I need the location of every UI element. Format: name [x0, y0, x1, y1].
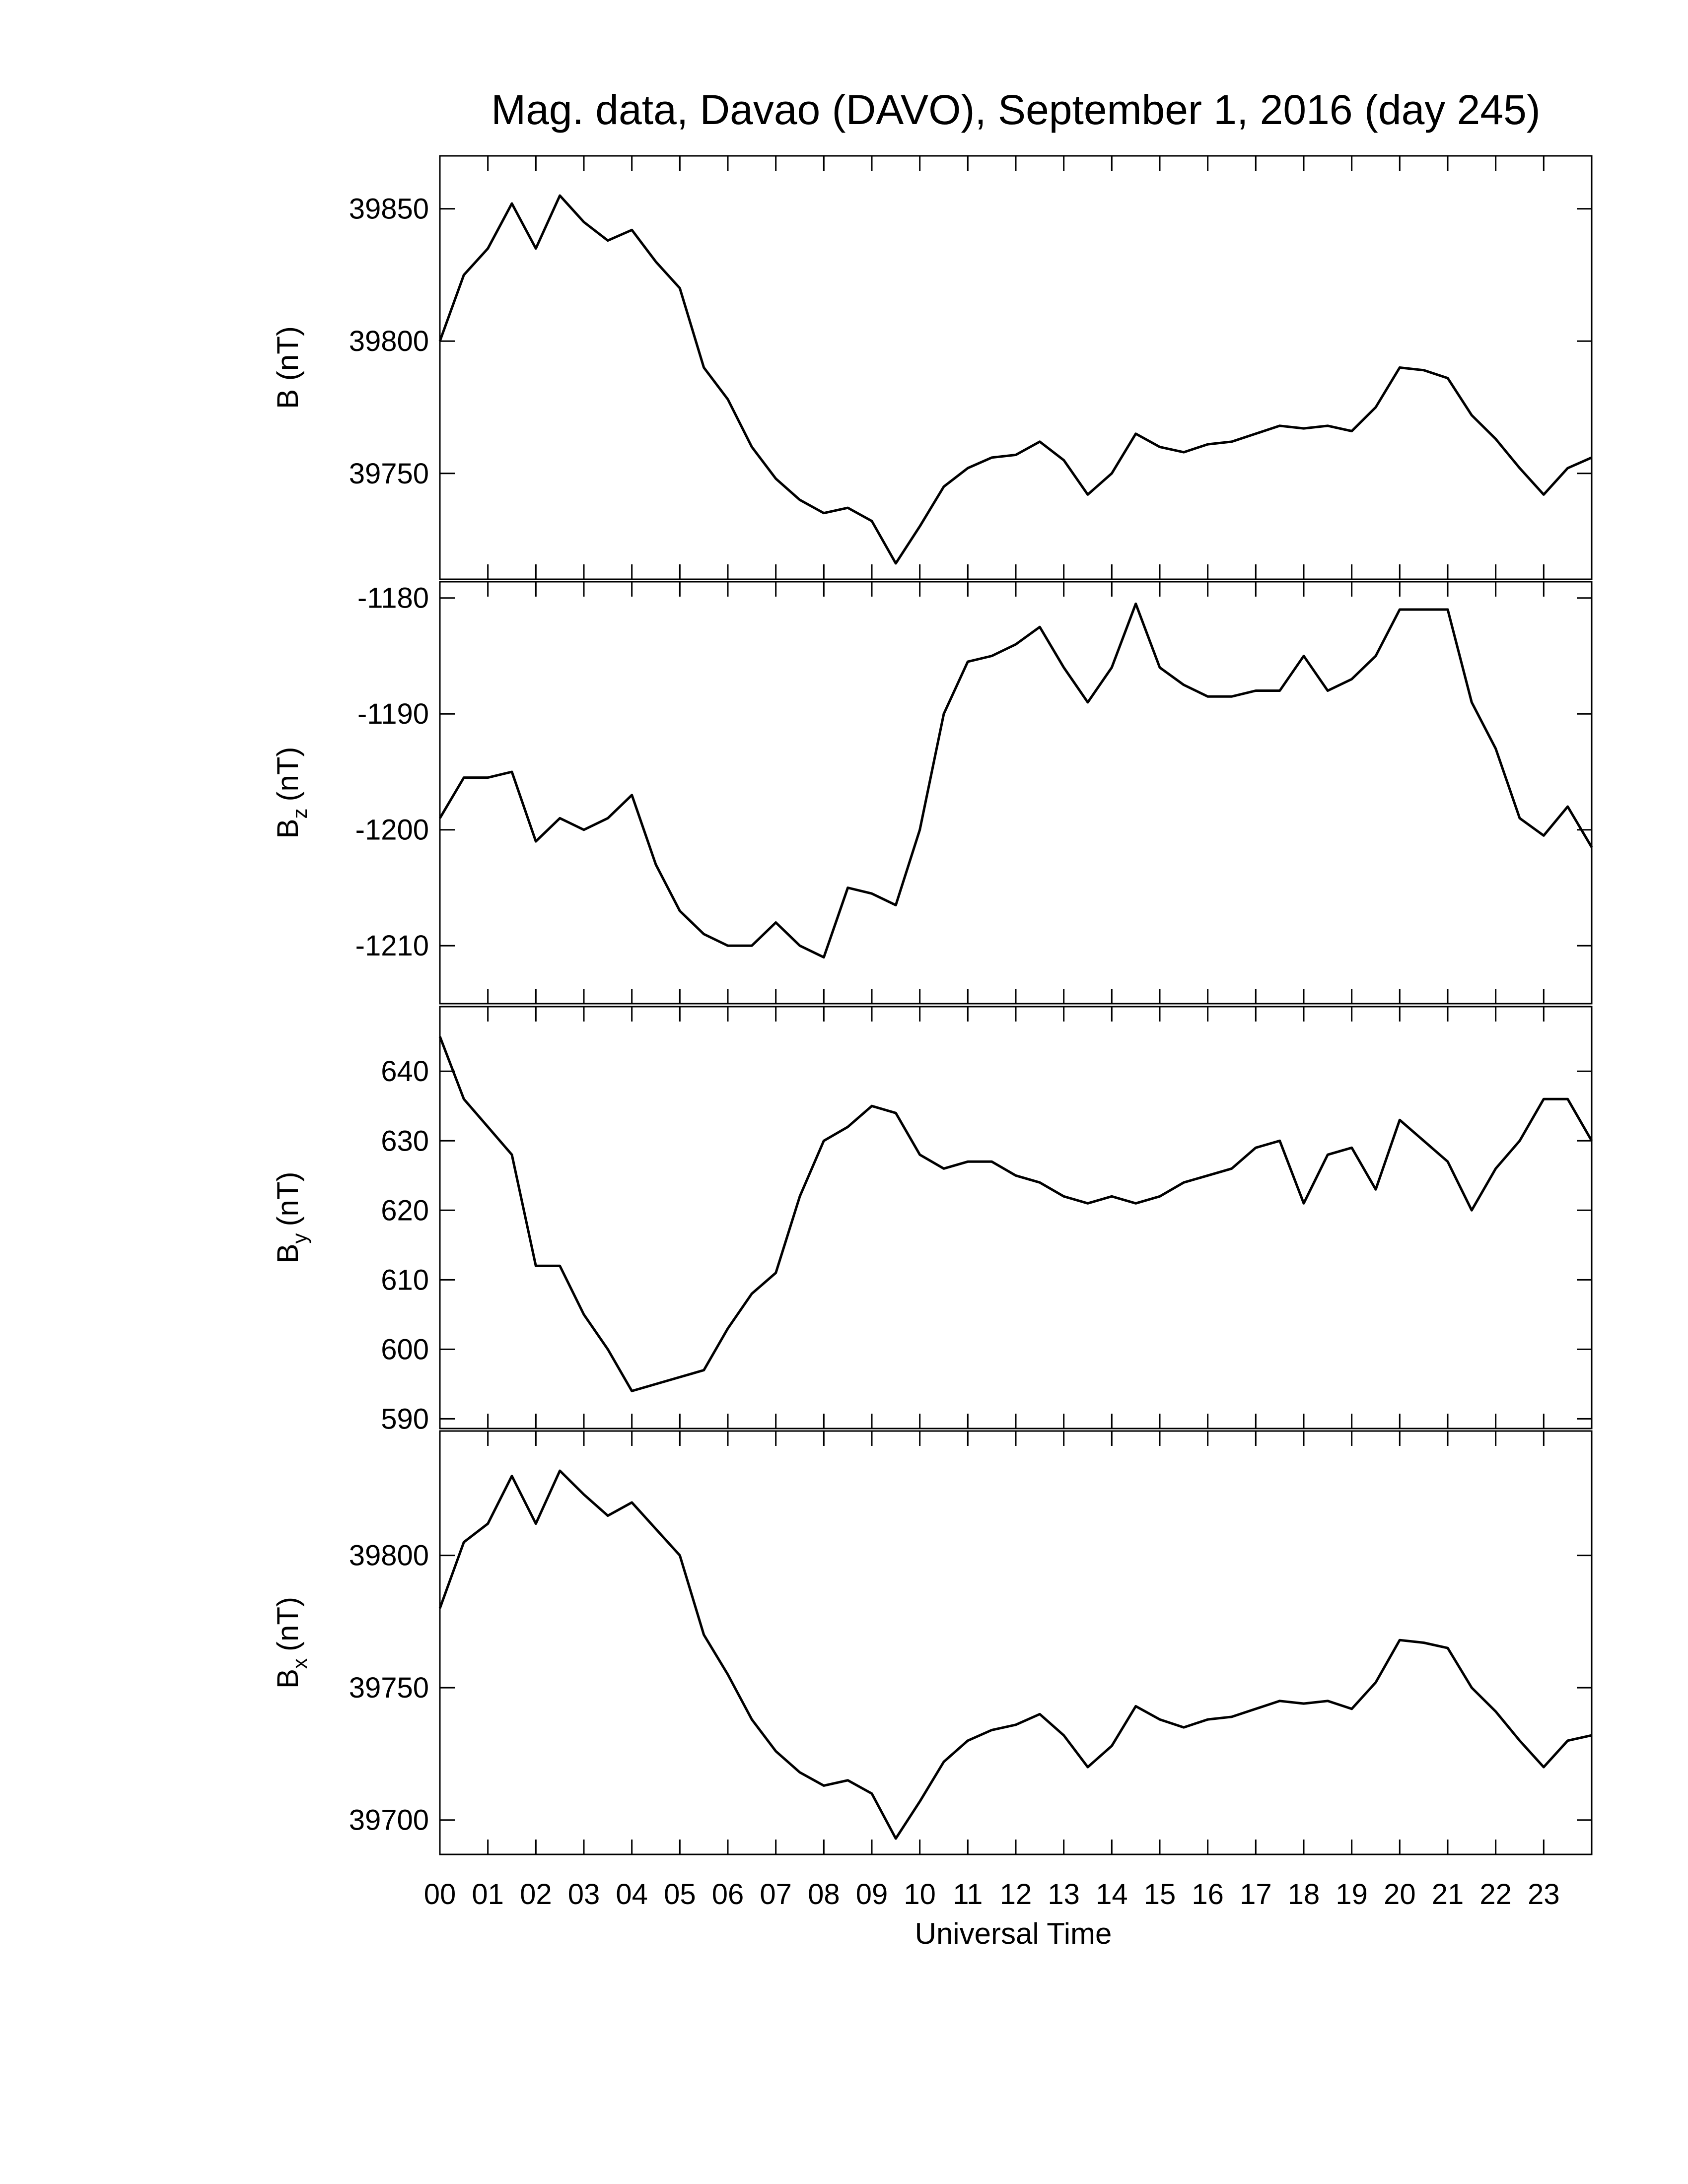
- x-tick-label: 14: [1096, 1878, 1128, 1911]
- y-axis-label-subscript: z: [288, 808, 311, 819]
- x-axis-label: Universal Time: [915, 1917, 1112, 1950]
- x-tick-label: 17: [1240, 1878, 1272, 1911]
- y-tick-label: 39750: [349, 458, 429, 490]
- x-tick-label: 12: [1000, 1878, 1032, 1911]
- x-tick-label: 02: [520, 1878, 552, 1911]
- x-tick-label: 06: [712, 1878, 744, 1911]
- y-tick-label: -1200: [355, 814, 429, 846]
- y-tick-label: 590: [381, 1403, 429, 1435]
- y-axis-label-unit: (nT): [271, 747, 304, 801]
- x-tick-label: 08: [808, 1878, 840, 1911]
- y-axis-label: B (nT): [271, 326, 304, 409]
- x-tick-label: 23: [1528, 1878, 1560, 1911]
- x-tick-label: 19: [1336, 1878, 1368, 1911]
- y-tick-label: 39750: [349, 1672, 429, 1704]
- x-tick-label: 00: [424, 1878, 456, 1911]
- x-tick-label: 07: [760, 1878, 792, 1911]
- y-axis-label-symbol: B: [271, 819, 304, 838]
- chart-title: Mag. data, Davao (DAVO), September 1, 20…: [491, 86, 1541, 133]
- y-tick-label: 39850: [349, 193, 429, 225]
- y-tick-label: 39700: [349, 1804, 429, 1837]
- x-tick-label: 20: [1384, 1878, 1416, 1911]
- x-tick-label: 15: [1144, 1878, 1176, 1911]
- y-axis-label-subscript: x: [288, 1658, 311, 1669]
- y-axis-label-symbol: B (nT): [271, 326, 304, 409]
- data-line: [438, 602, 1593, 959]
- y-tick-label: 620: [381, 1194, 429, 1227]
- x-tick-label: 13: [1048, 1878, 1080, 1911]
- x-tick-label: 11: [953, 1878, 983, 1911]
- y-axis-label: Bx (nT): [271, 1597, 311, 1689]
- x-tick-label: 01: [472, 1878, 504, 1911]
- x-tick-label: 10: [904, 1878, 936, 1911]
- y-tick-label: 600: [381, 1333, 429, 1365]
- y-axis-label-symbol: B: [271, 1669, 304, 1689]
- y-axis-label-subscript: y: [288, 1233, 311, 1243]
- data-line: [438, 1469, 1592, 1840]
- y-tick-label: 39800: [349, 1540, 429, 1572]
- y-tick-label: -1180: [357, 582, 429, 614]
- y-tick-label: 630: [381, 1125, 429, 1157]
- y-tick-label: 39800: [349, 325, 429, 357]
- data-line: [438, 194, 1593, 565]
- y-axis-label-unit: (nT): [271, 1597, 304, 1651]
- y-axis-label: By (nT): [271, 1171, 311, 1263]
- x-tick-label: 22: [1479, 1878, 1512, 1911]
- x-tick-label: 04: [616, 1878, 648, 1911]
- x-tick-label: 18: [1288, 1878, 1320, 1911]
- data-line: [438, 1036, 1593, 1392]
- y-tick-label: -1210: [355, 930, 429, 962]
- y-axis-label-symbol: B: [271, 1243, 304, 1263]
- x-tick-label: 16: [1192, 1878, 1224, 1911]
- y-tick-label: 640: [381, 1055, 429, 1088]
- x-tick-label: 05: [664, 1878, 696, 1911]
- x-tick-label: 21: [1432, 1878, 1464, 1911]
- x-tick-label: 09: [856, 1878, 888, 1911]
- y-tick-label: 610: [381, 1264, 429, 1296]
- x-tick-label: 03: [568, 1878, 600, 1911]
- y-tick-label: -1190: [357, 698, 429, 730]
- y-axis-label: Bz (nT): [271, 747, 311, 838]
- y-axis-label-unit: (nT): [271, 1171, 304, 1226]
